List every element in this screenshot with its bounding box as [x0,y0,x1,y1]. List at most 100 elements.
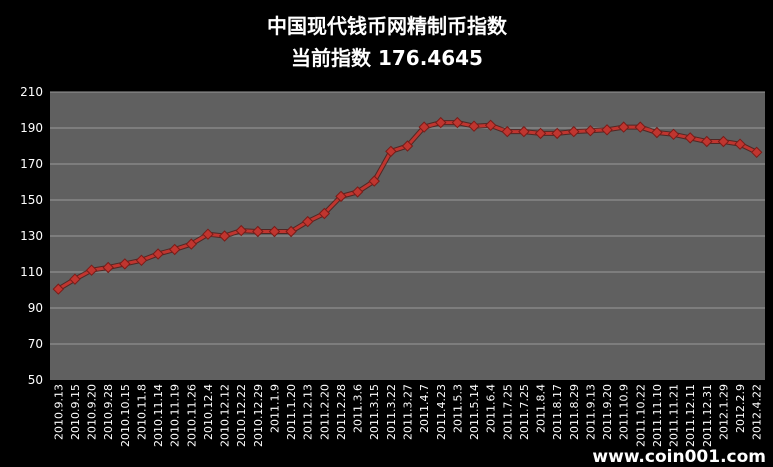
data-point [335,190,347,203]
y-tick-label: 90 [28,301,43,315]
chart-title: 中国现代钱币网精制币指数 [267,14,508,38]
x-tick-label: 2012.2.9 [734,384,747,433]
x-tick-label: 2010.12.4 [202,384,215,440]
watermark: www.coin001.com [592,447,766,467]
x-tick-label: 2010.12.29 [252,384,265,447]
data-point [351,186,364,198]
chart-subtitle: 当前指数 176.4645 [291,46,483,70]
x-tick-label: 2011.7.25 [518,384,531,440]
x-tick-label: 2011.3.22 [385,384,398,440]
data-point [69,273,81,285]
x-tick-label: 2011.1.9 [268,384,281,433]
data-point [518,125,530,138]
data-point [750,146,763,159]
x-tick-label: 2011.7.25 [501,384,514,440]
x-tick-label: 2011.5.3 [451,384,464,433]
data-point [152,248,164,260]
x-tick-label: 2011.9.20 [601,384,614,440]
data-point [468,120,480,132]
data-point [667,128,680,141]
data-point [218,230,231,242]
data-point [135,254,148,267]
x-tick-label: 2011.2.20 [318,384,331,440]
data-point [634,121,646,133]
y-tick-label: 210 [20,85,43,99]
x-tick-label: 2011.11.21 [668,384,681,447]
x-tick-label: 2011.3.27 [402,384,415,440]
data-point [701,135,713,148]
data-point [368,175,380,187]
y-tick-label: 150 [20,193,43,207]
data-point [252,225,264,238]
data-point [601,124,613,136]
data-point [617,121,630,133]
x-tick-label: 2010.10.15 [119,384,132,447]
x-tick-label: 2011.4.7 [418,384,431,433]
x-tick-label: 2010.11.26 [185,384,198,447]
x-tick-label: 2011.11.10 [651,384,664,447]
y-tick-label: 170 [20,157,43,171]
data-point [102,261,114,274]
data-point [717,135,730,148]
data-point [401,140,414,152]
x-tick-label: 2010.11.19 [169,384,182,447]
x-tick-label: 2011.10.9 [618,384,631,440]
data-point [501,125,513,138]
x-tick-label: 2011.4.23 [435,384,448,440]
y-axis: 50 70 90 110 130 150 170 190 210 [20,85,43,387]
data-point [285,225,297,238]
x-tick-label: 2010.11.8 [135,384,148,440]
data-point [85,264,98,276]
data-point [651,126,663,139]
x-tick-label: 2011.8.4 [535,384,548,433]
y-tick-label: 50 [28,373,43,387]
x-tick-label: 2011.1.20 [285,384,298,440]
data-point [235,224,247,237]
x-tick-label: 2011.12.11 [684,384,697,447]
x-tick-label: 2011.6.4 [485,384,498,433]
data-point [684,132,696,144]
data-point [318,207,331,220]
x-tick-label: 2011.8.17 [551,384,564,440]
data-point [484,119,497,132]
data-point [551,127,563,140]
x-tick-label: 2011.3.6 [352,384,365,433]
data-point [302,215,314,228]
data-point [451,116,464,129]
data-point [418,121,430,133]
x-tick-label: 2010.12.12 [219,384,232,447]
data-point [185,238,198,250]
y-tick-label: 130 [20,229,43,243]
y-tick-label: 190 [20,121,43,135]
x-tick-label: 2010.9.15 [69,384,82,440]
x-tick-label: 2010.11.14 [152,384,165,447]
x-tick-label: 2012.1.29 [717,384,730,440]
data-point [568,125,580,138]
data-point [52,283,65,295]
y-tick-label: 110 [20,265,43,279]
data-point [202,228,214,240]
x-tick-label: 2010.9.20 [86,384,99,440]
x-tick-label: 2010.9.28 [102,384,115,440]
data-point [268,225,281,238]
data-point [534,127,547,140]
data-point [385,145,397,158]
y-tick-label: 70 [28,337,43,351]
x-tick-label: 2011.10.22 [634,384,647,447]
x-tick-label: 2011.3.15 [368,384,381,440]
x-tick-label: 2011.8.29 [568,384,581,440]
x-tick-label: 2011.5.14 [468,384,481,440]
data-point [734,138,746,150]
data-point [119,258,131,270]
x-tick-label: 2010.12.22 [235,384,248,447]
x-tick-label: 2010.9.13 [52,384,65,440]
x-tick-label: 2011.2.13 [302,384,315,440]
x-tick-label: 2012.4.22 [751,384,764,440]
x-tick-label: 2011.12.31 [701,384,714,447]
data-point [435,116,447,129]
data-point [169,243,181,256]
series-layer [52,116,763,295]
x-axis: 2010.9.13 2010.9.15 2010.9.20 2010.9.28 2010… [52,384,763,447]
data-point [584,124,597,137]
